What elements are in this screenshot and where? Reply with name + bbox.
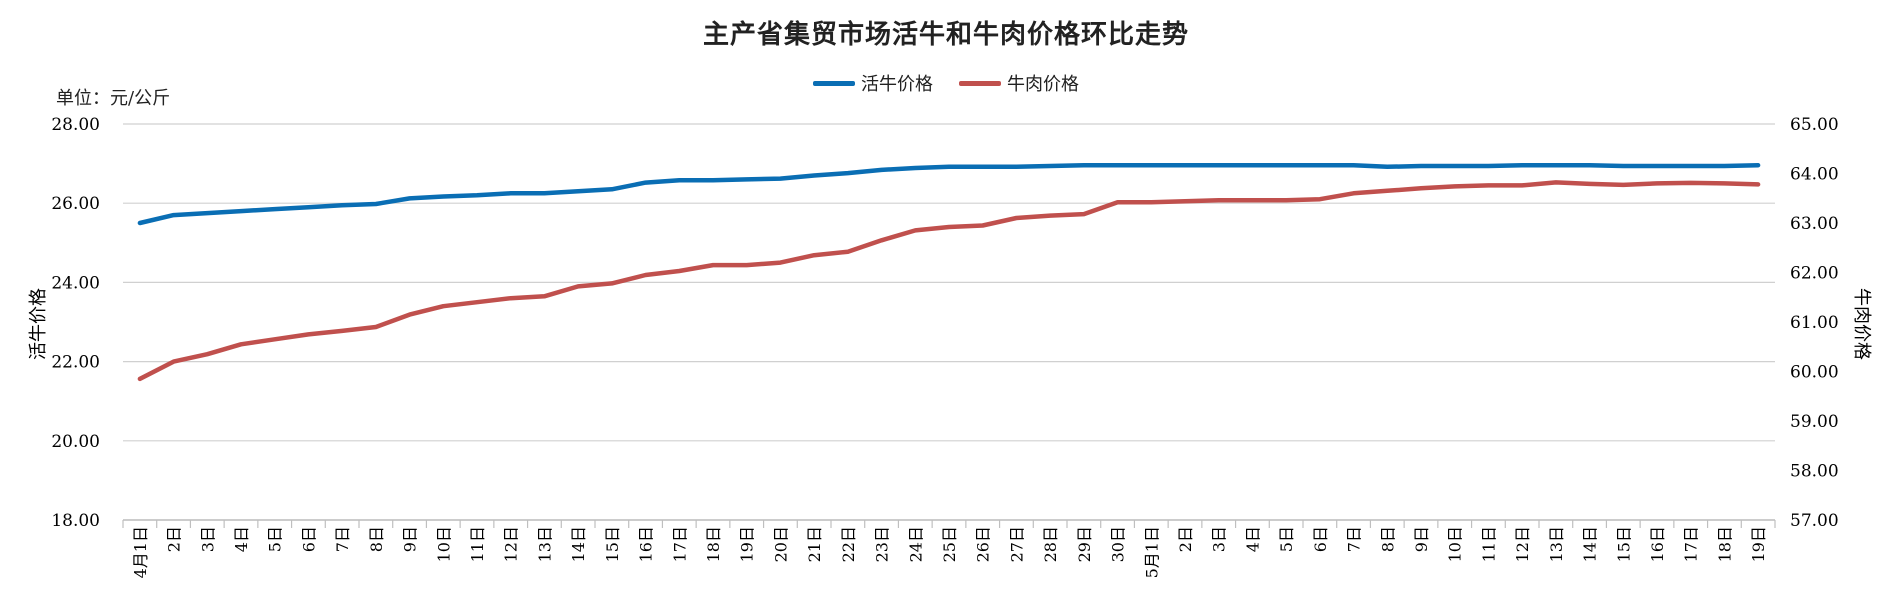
x-tick-label: 11日 xyxy=(1479,526,1498,562)
x-tick-label: 29日 xyxy=(1075,526,1094,562)
x-tick-label: 16日 xyxy=(637,526,656,562)
x-tick-label: 4月1日 xyxy=(131,526,150,578)
x-tick-label: 10日 xyxy=(434,526,453,562)
x-tick-label: 12日 xyxy=(502,526,521,562)
x-tick-label: 20日 xyxy=(771,526,790,562)
x-tick-label: 13日 xyxy=(1547,526,1566,562)
right-tick-label: 60.00 xyxy=(1790,363,1839,383)
legend-label-beef: 牛肉价格 xyxy=(1007,74,1079,95)
x-tick-label: 12日 xyxy=(1513,526,1532,562)
series-lines xyxy=(137,162,1761,382)
x-tick-label: 15日 xyxy=(603,526,622,562)
x-tick-label: 3日 xyxy=(198,526,217,552)
left-tick-label: 28.00 xyxy=(51,115,100,135)
x-tick-label: 5日 xyxy=(1277,526,1296,552)
x-tick-label: 5日 xyxy=(266,526,285,552)
legend-item-cattle: 活牛价格 xyxy=(813,70,933,96)
unit-label: 单位：元/公斤 xyxy=(56,88,171,109)
x-tick-label: 15日 xyxy=(1614,526,1633,562)
right-axis-label: 牛肉价格 xyxy=(1851,288,1872,360)
x-tick-label: 13日 xyxy=(535,526,554,562)
chart-title: 主产省集贸市场活牛和牛肉价格环比走势 xyxy=(702,20,1189,50)
right-tick-label: 63.00 xyxy=(1790,214,1839,234)
x-tick-label: 5月1日 xyxy=(1142,526,1161,578)
x-tick-label: 7日 xyxy=(1345,526,1364,552)
series-line-beef xyxy=(137,180,1761,382)
x-tick-label: 24日 xyxy=(906,526,925,562)
x-tick-label: 9日 xyxy=(401,526,420,552)
x-tick-label: 17日 xyxy=(1682,526,1701,562)
left-axis-label: 活牛价格 xyxy=(28,288,49,360)
x-tick-label: 4日 xyxy=(232,526,251,552)
legend-swatch-beef xyxy=(959,80,1001,86)
x-tick-label: 14日 xyxy=(569,526,588,562)
x-tick-label: 11日 xyxy=(468,526,487,562)
right-tick-label: 62.00 xyxy=(1790,264,1839,284)
right-tick-label: 58.00 xyxy=(1790,462,1839,482)
left-tick-label: 24.00 xyxy=(51,273,100,293)
series-line-cattle xyxy=(137,162,1761,226)
legend-swatch-cattle xyxy=(813,80,855,86)
x-tick-label: 9日 xyxy=(1412,526,1431,552)
x-tick-label: 6日 xyxy=(299,526,318,552)
legend-item-beef: 牛肉价格 xyxy=(959,70,1079,96)
x-tick-label: 10日 xyxy=(1446,526,1465,562)
x-tick-label: 16日 xyxy=(1648,526,1667,562)
x-tick-label: 6日 xyxy=(1311,526,1330,552)
x-tick-label: 22日 xyxy=(839,526,858,562)
x-tick-label: 3日 xyxy=(1210,526,1229,552)
x-tick-label: 19日 xyxy=(738,526,757,562)
x-tick-label: 25日 xyxy=(940,526,959,562)
right-tick-label: 61.00 xyxy=(1790,313,1839,333)
x-tick-label: 2日 xyxy=(165,526,184,552)
x-tick-label: 30日 xyxy=(1109,526,1128,562)
x-tick-label: 17日 xyxy=(670,526,689,562)
x-tick-label: 4日 xyxy=(1243,526,1262,552)
legend: 活牛价格 牛肉价格 xyxy=(0,70,1892,96)
right-tick-label: 57.00 xyxy=(1790,511,1839,531)
x-axis: 4月1日 2日 3日 4日 5日 6日 7日 8日 9日 10日 11日 12日 13日 14日 15日 16… xyxy=(122,519,1776,578)
x-tick-label: 19日 xyxy=(1749,526,1768,562)
left-axis-ticks: 18.00 20.00 22.00 24.00 26.00 28.00 xyxy=(51,115,100,531)
right-tick-label: 65.00 xyxy=(1790,115,1839,135)
x-tick-label: 18日 xyxy=(1715,526,1734,562)
right-tick-label: 59.00 xyxy=(1790,412,1839,432)
x-tick-label: 27日 xyxy=(1007,526,1026,562)
right-tick-label: 64.00 xyxy=(1790,165,1839,185)
right-axis-ticks: 57.00 58.00 59.00 60.00 61.00 62.00 63.00 64.00… xyxy=(1790,115,1839,531)
x-tick-label: 7日 xyxy=(333,526,352,552)
x-tick-label: 2日 xyxy=(1176,526,1195,552)
x-tick-label: 18日 xyxy=(704,526,723,562)
x-tick-label: 28日 xyxy=(1041,526,1060,562)
x-tick-label: 26日 xyxy=(974,526,993,562)
legend-label-cattle: 活牛价格 xyxy=(861,74,933,95)
left-tick-label: 26.00 xyxy=(51,194,100,214)
x-tick-label: 8日 xyxy=(367,526,386,552)
left-tick-label: 20.00 xyxy=(51,432,100,452)
x-tick-label: 21日 xyxy=(805,526,824,562)
left-tick-label: 22.00 xyxy=(51,353,100,373)
x-tick-label: 14日 xyxy=(1581,526,1600,562)
x-tick-label: 23日 xyxy=(873,526,892,562)
x-tick-label: 8日 xyxy=(1378,526,1397,552)
left-tick-label: 18.00 xyxy=(51,511,100,531)
